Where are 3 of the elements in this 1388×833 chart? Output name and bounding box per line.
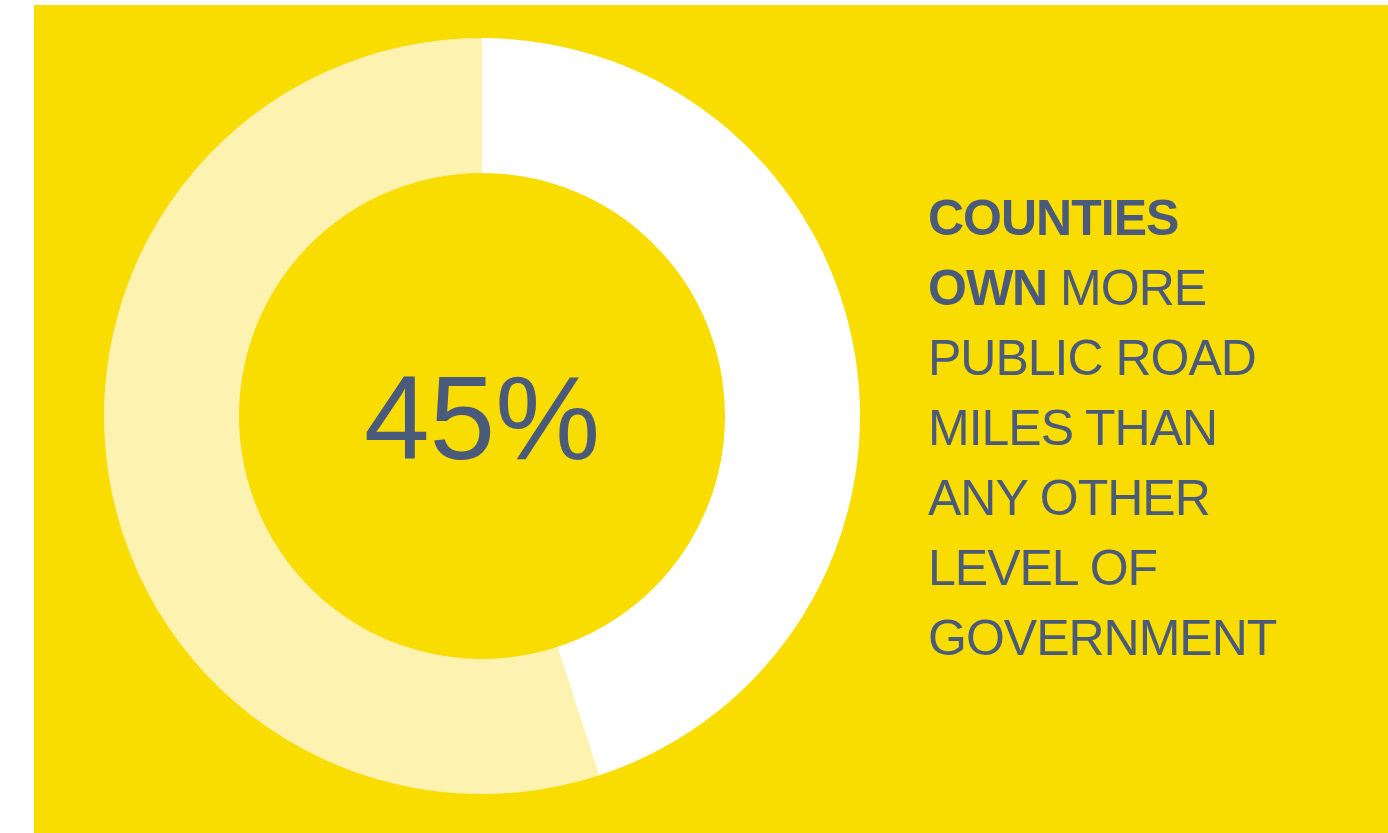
text: 45%	[363, 352, 601, 484]
donut-slice	[104, 38, 599, 794]
text: COUNTIES OWN MORE PUBLIC ROAD MILES THAN ANY OTHER LEVEL OF GOVERNMENT	[928, 189, 1278, 668]
